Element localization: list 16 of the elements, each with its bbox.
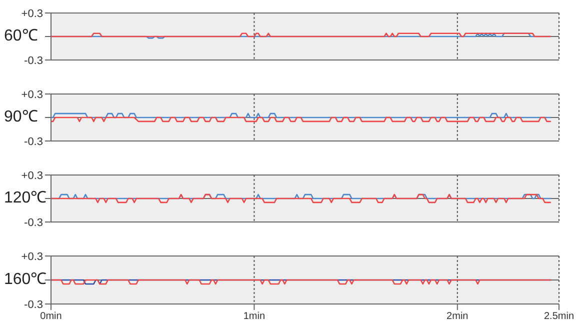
y-axis-title: 90℃ — [4, 108, 38, 126]
x-tick-label: 1min — [243, 311, 266, 322]
x-tick-label: 0min — [40, 311, 62, 322]
y-tick-label: -0.3 — [24, 136, 43, 148]
y-tick-label: +0.3 — [21, 88, 43, 101]
y-tick-label: -0.3 — [24, 216, 43, 229]
y-axis-title: 160℃ — [4, 271, 47, 288]
y-tick-label: +0.3 — [21, 170, 43, 182]
y-axis-title: 120℃ — [4, 190, 47, 207]
y-tick-label: +0.3 — [21, 8, 43, 20]
y-axis-title: 60℃ — [4, 28, 38, 45]
y-tick-label: -0.3 — [24, 54, 43, 67]
y-tick-label: +0.3 — [21, 250, 43, 263]
y-tick-label: -0.3 — [24, 298, 43, 311]
x-tick-label: 2.5min — [544, 311, 574, 322]
x-tick-label: 2min — [446, 311, 468, 322]
